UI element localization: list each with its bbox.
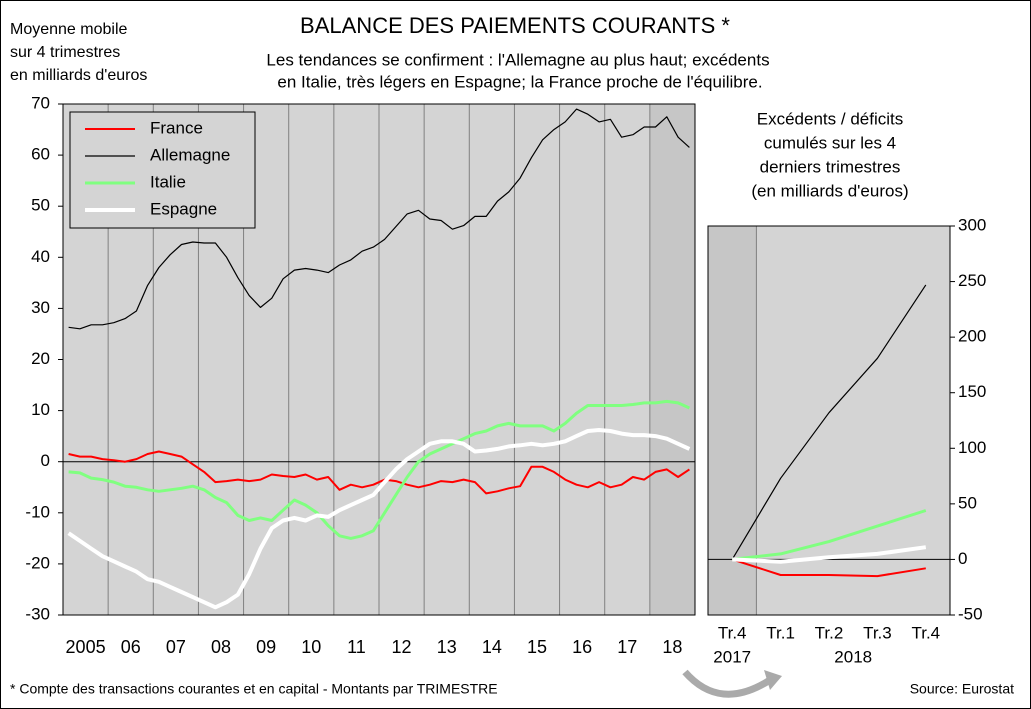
y-tick-label: 200	[958, 327, 986, 346]
panel-title: derniers trimestres	[760, 157, 901, 176]
y-tick-label: -30	[25, 604, 50, 623]
subtitle: Les tendances se confirment : l'Allemagn…	[266, 50, 769, 69]
x-tick-label: 2005	[66, 637, 106, 657]
x-tick-label: Tr.4	[911, 623, 940, 642]
y-tick-label: -50	[958, 604, 983, 623]
line	[68, 450, 690, 495]
subtitle: en Italie, très légers en Espagne; la Fr…	[277, 72, 762, 91]
y-tick-label: 40	[31, 247, 50, 266]
panel-title: (en milliards d'euros)	[751, 181, 908, 200]
x-tick-label: 10	[301, 637, 321, 657]
x-tick-label: Tr.3	[863, 623, 892, 642]
y-tick-label: 10	[31, 400, 50, 419]
x-tick-label: 15	[527, 637, 547, 657]
y-tick-label: 30	[31, 298, 50, 317]
line	[732, 545, 927, 564]
legend-label: Espagne	[150, 199, 217, 218]
y-tick-label: 100	[958, 438, 986, 457]
y-tick-label: 20	[31, 349, 50, 368]
y-label: en milliards d'euros	[10, 67, 147, 84]
arrow-head	[764, 670, 782, 690]
y-tick-label: 250	[958, 271, 986, 290]
x-tick-label: 12	[392, 637, 412, 657]
y-tick-label: 50	[958, 493, 977, 512]
x-tick-label: Tr.1	[766, 623, 795, 642]
arrow	[682, 669, 772, 698]
y-tick-label: 0	[958, 549, 967, 568]
x-tick-label: Tr.4	[718, 623, 747, 642]
y-tick-label: 70	[31, 93, 50, 112]
x-tick-label: 08	[211, 637, 231, 657]
x-tick-label: 09	[256, 637, 276, 657]
line	[68, 399, 691, 540]
x-tick-label: 11	[347, 637, 366, 657]
panel-title: cumulés sur les 4	[764, 133, 896, 152]
line	[732, 509, 927, 561]
panel-title: Excédents / déficits	[757, 109, 903, 128]
chart-title: BALANCE DES PAIEMENTS COURANTS *	[300, 13, 730, 38]
x-tick-label: 06	[121, 637, 141, 657]
y-tick-label: -20	[25, 553, 50, 572]
y-tick-label: 0	[41, 451, 50, 470]
y-label: Moyenne mobile	[10, 21, 128, 38]
footnote: * Compte des transactions courantes et e…	[10, 681, 498, 697]
legend-label: France	[150, 118, 203, 137]
year-label: 2018	[834, 647, 872, 666]
line	[731, 284, 927, 560]
frame	[62, 103, 696, 616]
line	[67, 428, 691, 610]
frame	[707, 225, 951, 616]
line	[731, 558, 926, 578]
x-tick-label: Tr.2	[815, 623, 844, 642]
y-tick-label: -10	[25, 502, 50, 521]
y-tick-label: 150	[958, 382, 986, 401]
x-tick-label: 17	[617, 637, 637, 657]
x-tick-label: 16	[572, 637, 592, 657]
line	[68, 108, 690, 330]
x-tick-label: 07	[166, 637, 186, 657]
y-tick-label: 300	[958, 215, 986, 234]
legend-label: Italie	[150, 172, 186, 191]
year-label: 2017	[713, 647, 751, 666]
x-tick-label: 14	[482, 637, 502, 657]
highlight	[708, 226, 757, 615]
legend-label: Allemagne	[150, 145, 230, 164]
x-tick-label: 13	[437, 637, 457, 657]
y-tick-label: 60	[31, 145, 50, 164]
y-tick-label: 50	[31, 196, 50, 215]
x-tick-label: 18	[662, 637, 682, 657]
source: Source: Eurostat	[910, 681, 1014, 697]
y-label: sur 4 trimestres	[10, 44, 120, 61]
highlight	[649, 104, 695, 615]
